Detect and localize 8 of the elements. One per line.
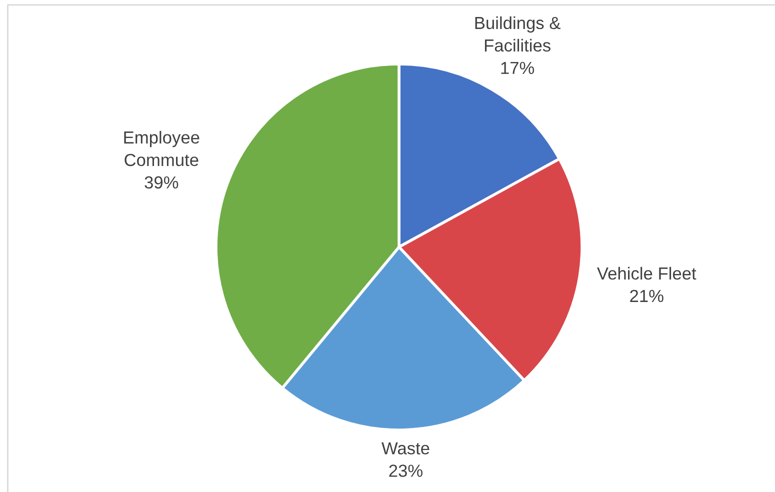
data-label: 21% xyxy=(630,290,664,302)
slice-label: Buildings & Facilities xyxy=(475,16,560,52)
slice-label: Vehicle Fleet xyxy=(597,266,696,280)
slice-label: Waste xyxy=(382,442,430,454)
slice-label: Employee Commute xyxy=(124,130,200,166)
data-label: 17% xyxy=(501,62,534,74)
data-label: 39% xyxy=(144,176,178,189)
data-label: 23% xyxy=(389,464,422,477)
